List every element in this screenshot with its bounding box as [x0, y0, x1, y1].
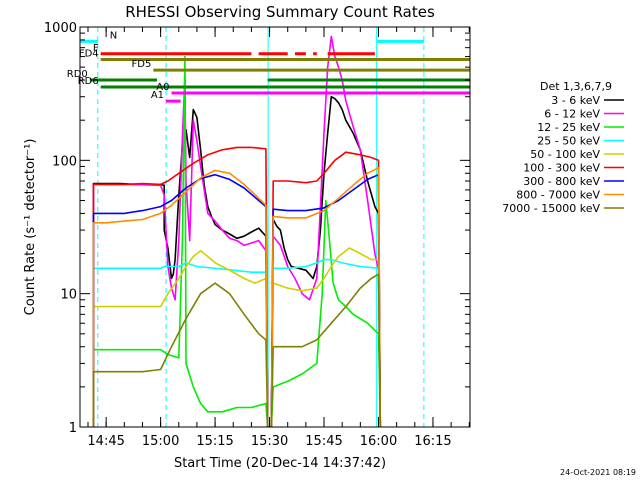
series-line-300-800-kev — [92, 173, 382, 427]
legend-title: Det 1,3,6,7,9 — [540, 80, 612, 93]
flag-label-f: F — [93, 43, 99, 54]
y-axis-label: Count Rate (s⁻¹ detector⁻¹) — [23, 139, 38, 316]
legend-label-50-100-kev: 50 - 100 keV — [530, 148, 600, 161]
legend-label-25-50-kev: 25 - 50 keV — [537, 135, 600, 148]
flag-label-rd6: RD6 — [78, 76, 99, 87]
legend-label-300-800-kev: 300 - 800 keV — [523, 175, 600, 188]
x-tick-label: 16:00 — [360, 434, 397, 449]
date-stamp: 24-Oct-2021 08:19 — [560, 468, 636, 477]
legend-label-100-300-kev: 100 - 300 keV — [523, 162, 600, 175]
plot-frame — [79, 26, 471, 428]
flag-label-a1: A1 — [151, 90, 164, 101]
flag-bars — [80, 39, 470, 103]
x-axis-label: Start Time (20-Dec-14 14:37:42) — [174, 456, 386, 471]
flag-label-fd4: FD4 — [79, 49, 99, 60]
series-line-7000-15000-kev — [92, 273, 382, 427]
legend-label-7000-15000-kev: 7000 - 15000 keV — [502, 202, 600, 215]
x-tick-label: 15:45 — [305, 434, 342, 449]
series-group — [92, 35, 382, 427]
series-line-3-6-kev — [92, 95, 382, 427]
legend-label-3-6-kev: 3 - 6 keV — [551, 94, 600, 107]
series-line-50-100-kev — [92, 247, 382, 427]
flag-label-a0: A0 — [156, 82, 169, 93]
chart-title: RHESSI Observing Summary Count Rates — [125, 3, 435, 21]
y-tick-label: 1000 — [44, 21, 77, 36]
flag-label-rd0: RD0 — [67, 69, 88, 80]
flag-label-fd5: FD5 — [132, 59, 152, 70]
legend-label-6-12-kev: 6 - 12 keV — [544, 108, 600, 121]
x-tick-label: 15:30 — [251, 434, 288, 449]
x-tick-label: 16:15 — [414, 434, 451, 449]
legend-label-800-7000-kev: 800 - 7000 keV — [516, 189, 600, 202]
x-tick-label: 15:00 — [142, 434, 179, 449]
series-line-800-7000-kev — [92, 166, 382, 427]
y-tick-label: 100 — [52, 154, 77, 169]
legend-label-12-25-kev: 12 - 25 keV — [537, 121, 600, 134]
series-line-25-50-kev — [92, 258, 382, 427]
series-line-100-300-kev — [92, 146, 382, 427]
y-tick-label: 10 — [60, 288, 77, 303]
x-tick-label: 14:45 — [87, 434, 124, 449]
series-line-6-12-kev — [92, 35, 382, 427]
flag-label-n: N — [110, 30, 117, 41]
y-tick-label: 1 — [69, 421, 77, 436]
x-tick-label: 15:15 — [196, 434, 233, 449]
